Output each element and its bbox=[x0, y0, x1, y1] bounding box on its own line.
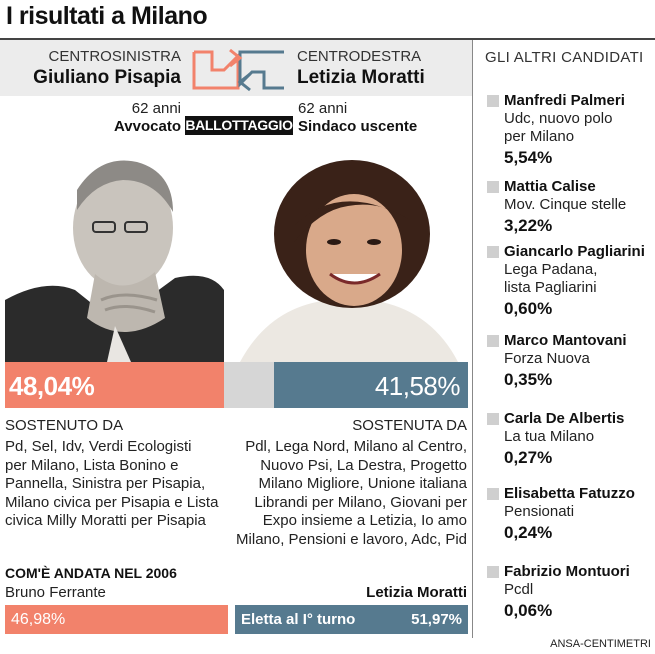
candidate-list-line: lista Pagliarini bbox=[504, 279, 597, 296]
candidate-list-line: per Milano bbox=[504, 128, 575, 145]
candidate-item: Fabrizio Montuori Pcdl 0,06% bbox=[487, 563, 652, 621]
left-support-line: Milano civica per Pisapia e Lista bbox=[5, 493, 219, 511]
candidate-name: Marco Mantovani bbox=[504, 332, 627, 349]
left-candidate-name: Giuliano Pisapia bbox=[33, 67, 181, 88]
history-right-bar: Eletta al I° turno 51,97% bbox=[235, 605, 468, 634]
candidate-pct: 0,35% bbox=[504, 370, 553, 389]
right-support-line: Librandi per Milano, Giovani per bbox=[254, 493, 467, 511]
candidate-item: Carla De Albertis La tua Milano 0,27% bbox=[487, 410, 652, 468]
candidate-marker bbox=[487, 245, 499, 258]
left-role: Avvocato bbox=[114, 118, 181, 135]
column-divider bbox=[472, 40, 473, 638]
right-support-line: Pdl, Lega Nord, Milano al Centro, bbox=[245, 438, 467, 455]
left-age: 62 anni bbox=[131, 100, 181, 117]
pisapia-photo bbox=[5, 150, 224, 362]
candidate-item: Giancarlo Pagliarini Lega Padana, lista … bbox=[487, 243, 652, 319]
left-percentage: 48,04% bbox=[9, 371, 95, 401]
candidate-list-line: Mov. Cinque stelle bbox=[504, 196, 627, 213]
left-support-line: civica Milly Moratti per Pisapia bbox=[5, 512, 206, 529]
candidate-list-line: Udc, nuovo polo bbox=[504, 110, 613, 127]
history-left-bar: 46,98% bbox=[5, 605, 228, 634]
candidate-item: Elisabetta Fatuzzo Pensionati 0,24% bbox=[487, 485, 652, 543]
candidate-list-line: Lega Padana, bbox=[504, 261, 598, 278]
right-percentage: 41,58% bbox=[374, 371, 461, 401]
right-result-bar bbox=[274, 362, 468, 408]
right-age: 62 anni bbox=[298, 100, 348, 117]
right-support-line: Nuovo Psi, La Destra, Progetto bbox=[260, 456, 467, 474]
candidate-name: Mattia Calise bbox=[504, 178, 596, 195]
candidate-list-line: Forza Nuova bbox=[504, 350, 590, 367]
history-heading: COM'È ANDATA NEL 2006 bbox=[5, 565, 177, 581]
left-support-heading: SOSTENUTO DA bbox=[5, 417, 124, 434]
right-candidate-name: Letizia Moratti bbox=[297, 67, 425, 88]
history-left-name: Bruno Ferrante bbox=[5, 584, 106, 601]
page-title: I risultati a Milano bbox=[6, 2, 208, 30]
candidate-pct: 5,54% bbox=[504, 148, 553, 167]
candidate-list-line: La tua Milano bbox=[504, 428, 595, 445]
candidate-name: Giancarlo Pagliarini bbox=[504, 243, 645, 260]
candidate-name: Manfredi Palmeri bbox=[504, 92, 625, 109]
candidate-list-line: Pensionati bbox=[504, 503, 575, 520]
left-support-line: per Milano, Lista Bonino e bbox=[5, 456, 179, 474]
ballot-badge: BALLOTTAGGIO bbox=[185, 116, 293, 135]
divider bbox=[0, 38, 655, 40]
left-coalition: CENTROSINISTRA bbox=[48, 48, 181, 65]
credit: ANSA-CENTIMETRI bbox=[550, 638, 651, 650]
candidate-marker bbox=[487, 487, 499, 500]
candidate-pct: 0,06% bbox=[504, 601, 553, 620]
candidate-item: Marco Mantovani Forza Nuova 0,35% bbox=[487, 332, 652, 390]
candidate-marker bbox=[487, 565, 499, 578]
right-coalition: CENTRODESTRA bbox=[297, 48, 422, 65]
others-heading: GLI ALTRI CANDIDATI bbox=[485, 49, 644, 66]
moratti-photo bbox=[230, 150, 468, 362]
left-support-list: Pd, Sel, Idv, Verdi Ecologisti per Milan… bbox=[5, 438, 230, 531]
candidate-pct: 0,27% bbox=[504, 448, 553, 467]
candidate-pct: 0,24% bbox=[504, 523, 553, 542]
right-support-list: Pdl, Lega Nord, Milano al Centro, Nuovo … bbox=[227, 438, 467, 549]
history-right-name: Letizia Moratti bbox=[366, 584, 467, 601]
history-right-pct: 51,97% bbox=[411, 611, 462, 628]
right-support-line: Milano Migliore, Unione italiana bbox=[258, 475, 467, 492]
candidate-name: Elisabetta Fatuzzo bbox=[504, 485, 635, 502]
candidate-list-line: Pcdl bbox=[504, 581, 534, 598]
left-support-line: Pd, Sel, Idv, Verdi Ecologisti bbox=[5, 438, 192, 455]
left-result-bar bbox=[5, 362, 224, 408]
candidate-pct: 3,22% bbox=[504, 216, 553, 235]
candidate-marker bbox=[487, 94, 499, 107]
candidate-name: Fabrizio Montuori bbox=[504, 563, 630, 580]
candidate-item: Mattia Calise Mov. Cinque stelle 3,22% bbox=[487, 178, 652, 236]
candidate-name: Carla De Albertis bbox=[504, 410, 625, 427]
right-support-heading: SOSTENUTA DA bbox=[352, 417, 467, 434]
right-role: Sindaco uscente bbox=[298, 118, 418, 135]
candidate-marker bbox=[487, 334, 499, 347]
history-right-label: Eletta al I° turno bbox=[241, 611, 356, 628]
candidate-item: Manfredi Palmeri Udc, nuovo polo per Mil… bbox=[487, 92, 652, 168]
right-support-line: Expo insieme a Letizia, Io amo bbox=[262, 512, 467, 529]
candidate-marker bbox=[487, 412, 499, 425]
candidate-marker bbox=[487, 180, 499, 193]
left-support-line: Pannella, Sinistra per Pisapia, bbox=[5, 475, 206, 492]
candidate-pct: 0,60% bbox=[504, 299, 553, 318]
arrows-logo-icon bbox=[192, 48, 284, 92]
other-result-bar bbox=[224, 362, 274, 408]
right-support-line: Milano, Pensioni e lavoro, Adc, Pid bbox=[236, 530, 467, 548]
